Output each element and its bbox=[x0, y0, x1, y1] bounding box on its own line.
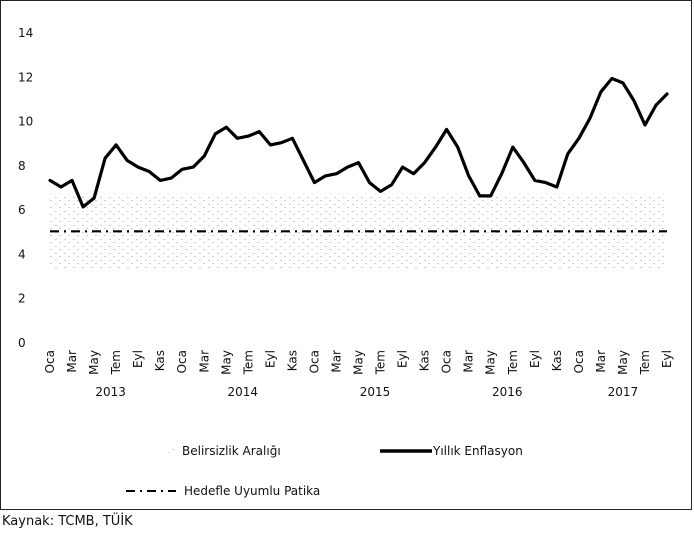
x-tick-label: Mar bbox=[594, 350, 608, 373]
x-tick-label: May bbox=[87, 350, 101, 375]
legend-band-label: Belirsizlik Aralığı bbox=[182, 444, 281, 458]
y-tick-label: 6 bbox=[18, 203, 26, 217]
legend-dashdot-label: Hedefle Uyumlu Patika bbox=[184, 484, 320, 498]
x-tick-label: Oca bbox=[572, 350, 586, 373]
x-tick-label: May bbox=[484, 350, 498, 375]
year-label: 2013 bbox=[95, 385, 126, 399]
y-tick-label: 4 bbox=[18, 247, 26, 261]
x-tick-label: Eyl bbox=[263, 350, 277, 368]
x-tick-label: Kas bbox=[153, 350, 167, 371]
x-tick-label: Mar bbox=[329, 350, 343, 373]
annual-inflation-line bbox=[48, 76, 669, 209]
x-tick-label: Tem bbox=[374, 350, 388, 375]
x-tick-label: May bbox=[219, 350, 233, 375]
y-tick-label: 10 bbox=[18, 115, 33, 129]
x-tick-label: Tem bbox=[506, 350, 520, 375]
y-tick-label: 14 bbox=[18, 26, 33, 40]
x-tick-label: Kas bbox=[550, 350, 564, 371]
x-tick-label: Eyl bbox=[660, 350, 674, 368]
x-tick-label: Oca bbox=[307, 350, 321, 373]
x-tick-label: Oca bbox=[43, 350, 57, 373]
x-tick-label: Eyl bbox=[131, 350, 145, 368]
x-tick-label: May bbox=[352, 350, 366, 375]
chart-frame bbox=[0, 0, 692, 510]
x-tick-label: Oca bbox=[440, 350, 454, 373]
x-tick-label: Mar bbox=[462, 350, 476, 373]
x-tick-label: Mar bbox=[197, 350, 211, 373]
legend-band-swatch bbox=[168, 448, 176, 454]
x-tick-label: Tem bbox=[109, 350, 123, 375]
x-tick-label: Eyl bbox=[528, 350, 542, 368]
source-note: Kaynak: TCMB, TÜİK bbox=[2, 514, 133, 529]
y-tick-label: 0 bbox=[18, 336, 26, 350]
y-tick-label: 2 bbox=[18, 292, 26, 306]
y-tick-label: 12 bbox=[18, 70, 33, 84]
year-label: 2016 bbox=[492, 385, 523, 399]
x-tick-label: Oca bbox=[175, 350, 189, 373]
x-tick-label: Tem bbox=[241, 350, 255, 375]
year-label: 2014 bbox=[228, 385, 259, 399]
y-tick-label: 8 bbox=[18, 159, 26, 173]
year-label: 2015 bbox=[360, 385, 391, 399]
x-tick-label: May bbox=[616, 350, 630, 375]
inflation-line-chart: 0 2 4 6 8 10 12 14 Oca Mar May Tem Eyl Kas Oca Mar May Te… bbox=[18, 26, 674, 498]
x-tick-label: Eyl bbox=[396, 350, 410, 368]
x-tick-label: Tem bbox=[638, 350, 652, 375]
x-tick-label: Kas bbox=[418, 350, 432, 371]
x-tick-label: Kas bbox=[285, 350, 299, 371]
legend-solid-label: Yıllık Enflasyon bbox=[432, 444, 523, 458]
x-tick-label: Mar bbox=[65, 350, 79, 373]
year-label: 2017 bbox=[608, 385, 639, 399]
